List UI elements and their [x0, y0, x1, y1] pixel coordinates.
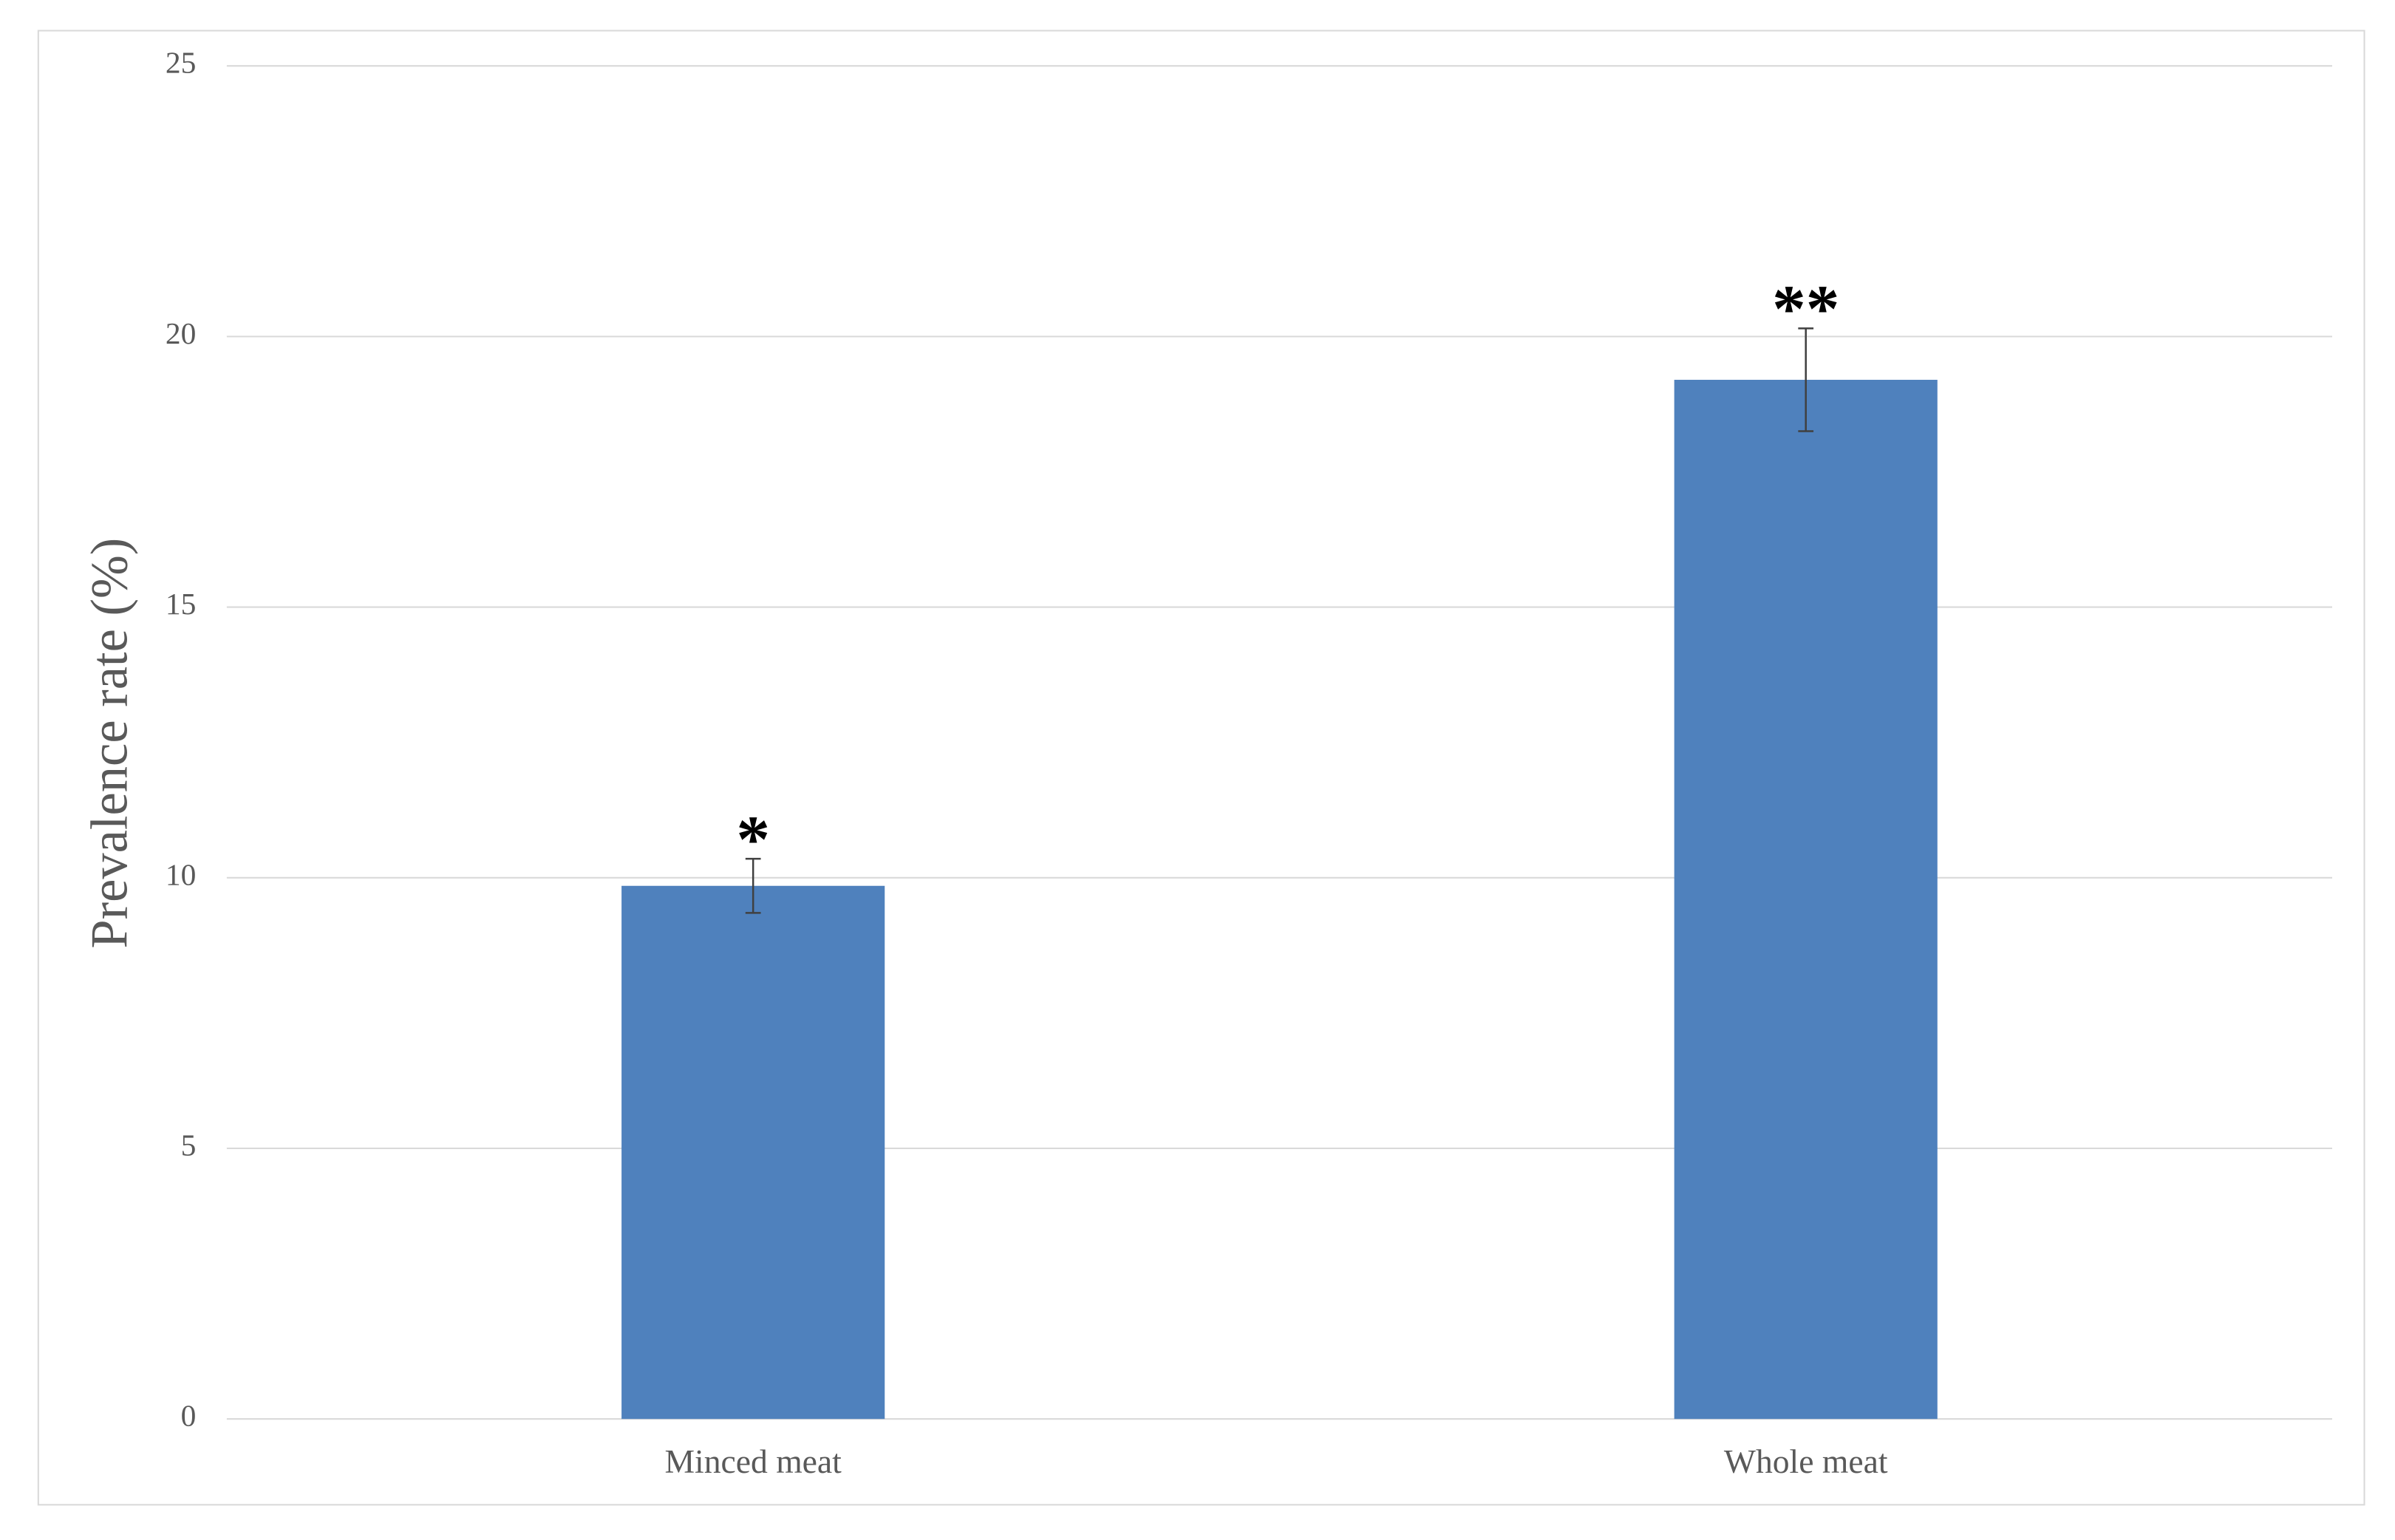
y-tick-label: 0	[181, 1399, 197, 1433]
error-bar	[745, 857, 761, 914]
y-tick-label: 10	[166, 857, 196, 891]
y-tick-label: 5	[181, 1128, 197, 1162]
bar	[621, 885, 885, 1420]
error-bar	[1798, 327, 1814, 432]
x-tick-label: Minced meat	[664, 1442, 842, 1480]
y-tick-label: 25	[166, 46, 196, 80]
chart-frame	[37, 30, 2365, 1506]
bar	[1674, 379, 1938, 1420]
y-tick-label: 20	[166, 316, 196, 350]
y-tick-label: 15	[166, 587, 196, 621]
x-tick-label: Whole meat	[1724, 1442, 1888, 1480]
significance-annotation: **	[1772, 272, 1839, 347]
y-axis-label: Prevalence rate (%)	[81, 538, 139, 949]
significance-annotation: *	[736, 802, 770, 876]
